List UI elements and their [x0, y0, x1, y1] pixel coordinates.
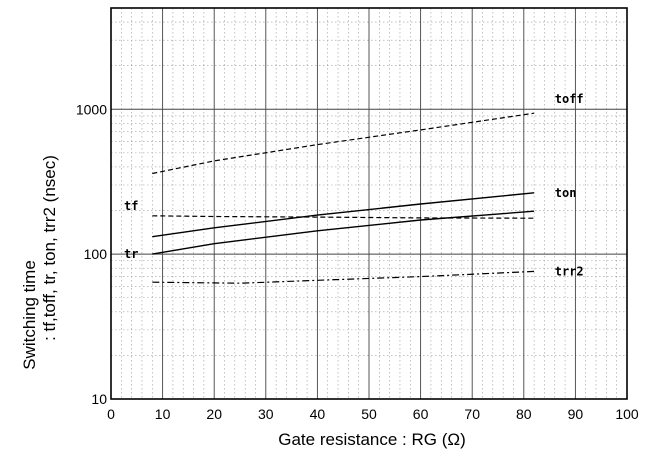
x-tick-label: 20	[206, 406, 222, 422]
x-tick-label: 100	[615, 406, 639, 422]
x-tick-label: 70	[464, 406, 480, 422]
y-tick-label: 1000	[76, 101, 107, 117]
series-lines	[152, 112, 535, 284]
y-tick-label: 100	[84, 246, 108, 262]
minor-grid	[111, 8, 627, 399]
y-tick-label: 10	[91, 391, 107, 407]
x-tick-label: 50	[361, 406, 377, 422]
x-tick-label: 60	[413, 406, 429, 422]
series-line-trr2	[152, 270, 535, 284]
y-axis-title-line2: : tf,toff, tr, ton, trr2 (nsec)	[40, 155, 59, 341]
series-line-ton	[152, 192, 535, 238]
series-line-tf	[152, 215, 535, 219]
x-tick-label: 10	[155, 406, 171, 422]
x-tick-label: 90	[568, 406, 584, 422]
series-label-tf: tf	[124, 199, 138, 213]
y-axis-title-line1: Switching time	[20, 260, 39, 370]
x-axis-title: Gate resistance : RG (Ω)	[278, 430, 465, 449]
series-line-toff	[152, 112, 535, 175]
series-labels: toff ton tf tr trr2	[124, 92, 584, 278]
series-label-ton: ton	[555, 186, 577, 200]
x-tick-label: 80	[516, 406, 532, 422]
series-label-trr2: trr2	[555, 264, 584, 278]
series-line-tr	[152, 210, 535, 255]
x-tick-label: 40	[310, 406, 326, 422]
plot-frame	[110, 7, 628, 400]
x-tick-label: 30	[258, 406, 274, 422]
series-label-toff: toff	[555, 92, 584, 106]
x-tick-label: 0	[107, 406, 115, 422]
series-label-tr: tr	[124, 247, 138, 261]
